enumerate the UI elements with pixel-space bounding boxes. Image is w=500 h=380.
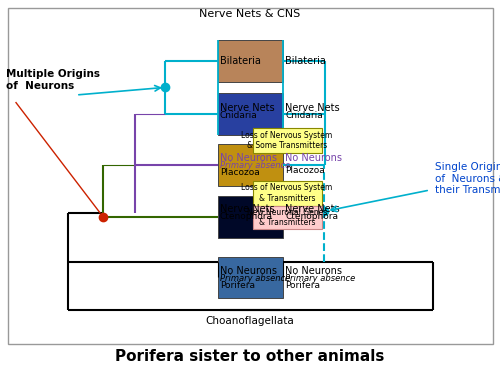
FancyBboxPatch shape [252, 206, 322, 229]
Text: Nerve Nets: Nerve Nets [285, 103, 340, 113]
FancyBboxPatch shape [218, 256, 282, 298]
Text: Nerve Nets: Nerve Nets [285, 204, 340, 214]
Text: Primary absence: Primary absence [285, 274, 355, 283]
FancyBboxPatch shape [252, 180, 322, 206]
Text: Bilateria: Bilateria [220, 56, 261, 66]
Text: Ctenophora: Ctenophora [285, 212, 338, 221]
Text: New Neuronal Genes
& Transmitters: New Neuronal Genes & Transmitters [247, 208, 327, 227]
FancyBboxPatch shape [218, 93, 282, 135]
Text: Cnidaria: Cnidaria [285, 111, 323, 120]
Text: Cnidaria: Cnidaria [220, 111, 258, 120]
Text: No Neurons: No Neurons [285, 153, 342, 163]
Text: Choanoflagellata: Choanoflagellata [206, 316, 294, 326]
Text: Loss of Nervous System
& Some Transmitters: Loss of Nervous System & Some Transmitte… [242, 131, 332, 150]
Text: No Neurons: No Neurons [220, 266, 277, 276]
Text: Porifera sister to other animals: Porifera sister to other animals [116, 349, 384, 364]
Text: No Neurons: No Neurons [285, 266, 342, 276]
Text: Placozoa: Placozoa [285, 166, 325, 175]
Text: Bilateria: Bilateria [285, 56, 326, 66]
Text: No Neurons: No Neurons [220, 153, 277, 163]
Text: Porifera: Porifera [220, 280, 255, 290]
Text: Nerve Nets & CNS: Nerve Nets & CNS [200, 9, 300, 19]
FancyBboxPatch shape [218, 40, 282, 82]
Text: Single Origin
of  Neurons &
their Transmitters: Single Origin of Neurons & their Transmi… [435, 162, 500, 195]
Text: Nerve Nets: Nerve Nets [220, 204, 274, 214]
FancyBboxPatch shape [252, 128, 322, 153]
Text: Placozoa: Placozoa [220, 168, 260, 177]
Text: Primary absence: Primary absence [220, 161, 290, 170]
Text: Loss of Nervous System
& Transmitters: Loss of Nervous System & Transmitters [242, 183, 332, 203]
Text: Porifera: Porifera [285, 280, 320, 290]
Text: Multiple Origins
of  Neurons: Multiple Origins of Neurons [6, 69, 100, 90]
Text: Ctenophora: Ctenophora [220, 212, 273, 221]
FancyBboxPatch shape [218, 144, 282, 186]
Text: Nerve Nets: Nerve Nets [220, 103, 274, 113]
FancyBboxPatch shape [218, 196, 282, 238]
Text: Primary absence: Primary absence [220, 274, 290, 283]
